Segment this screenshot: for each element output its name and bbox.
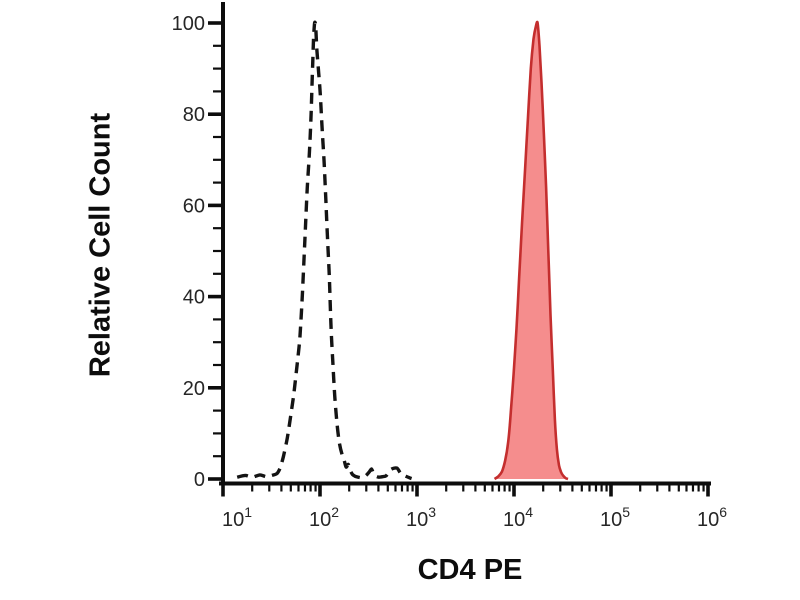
x-axis-ticks: 101 102 103 104 105 106 (221, 482, 727, 531)
y-tick-label: 100 (172, 13, 205, 35)
x-tick-label: 102 (309, 504, 339, 531)
red-filled-histogram-outline (493, 20, 569, 481)
y-tick-label: 20 (183, 378, 205, 400)
dashed-black-histogram-outline (236, 20, 413, 481)
x-tick-label: 104 (503, 504, 533, 531)
y-axis-ticks: 0 20 40 60 80 100 (172, 13, 221, 491)
x-axis-title: CD4 PE (417, 554, 523, 586)
x-tick-label: 101 (222, 504, 252, 531)
red-filled-histogram-fill (494, 21, 568, 479)
axes (219, 2, 711, 486)
y-tick-label: 40 (183, 287, 205, 309)
y-tick-label: 0 (194, 469, 205, 491)
series (236, 20, 569, 481)
y-axis-title: Relative Cell Count (84, 112, 117, 378)
x-tick-label: 106 (697, 504, 727, 531)
y-tick-label: 60 (183, 195, 205, 217)
y-tick-label: 80 (183, 104, 205, 126)
x-tick-label: 105 (600, 504, 630, 531)
x-tick-label: 103 (406, 504, 436, 531)
